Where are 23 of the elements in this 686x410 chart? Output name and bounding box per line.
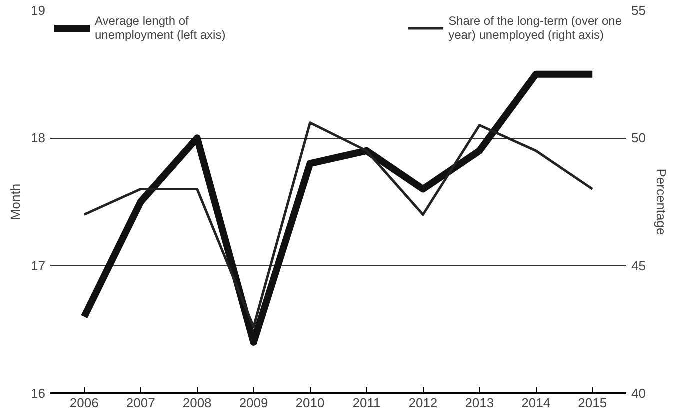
y2-tick-label: 55 [632, 3, 646, 18]
x-tick-label: 2009 [239, 396, 268, 410]
y-tick-label: 18 [31, 130, 46, 146]
x-tick-label: 2007 [126, 396, 156, 410]
y2-tick-label: 40 [632, 386, 646, 401]
y2-axis-title: Percentage [654, 168, 669, 236]
y-tick-label: 19 [31, 3, 46, 18]
x-tick-label: 2015 [578, 396, 608, 410]
legend-label: Share of the long-term (over one year) unemployed (right axis) [448, 14, 622, 42]
x-tick-label: 2011 [352, 396, 381, 410]
x-tick-label: 2010 [296, 396, 325, 410]
y-tick-label: 16 [31, 386, 46, 401]
legend-label: Average length of unemployment (left axis) [95, 14, 226, 42]
y2-tick-label: 45 [632, 258, 646, 274]
line-series [83, 122, 594, 328]
x-tick-label: 2006 [70, 396, 99, 410]
y-axis-title: Month [8, 184, 24, 220]
y-tick-label: 17 [31, 258, 46, 274]
x-tick-label: 2013 [465, 396, 494, 410]
x-tick-label: 2008 [182, 396, 212, 410]
y2-tick-label: 50 [632, 130, 646, 146]
x-tick-label: 2012 [408, 396, 438, 410]
x-tick-label: 2014 [522, 396, 551, 410]
